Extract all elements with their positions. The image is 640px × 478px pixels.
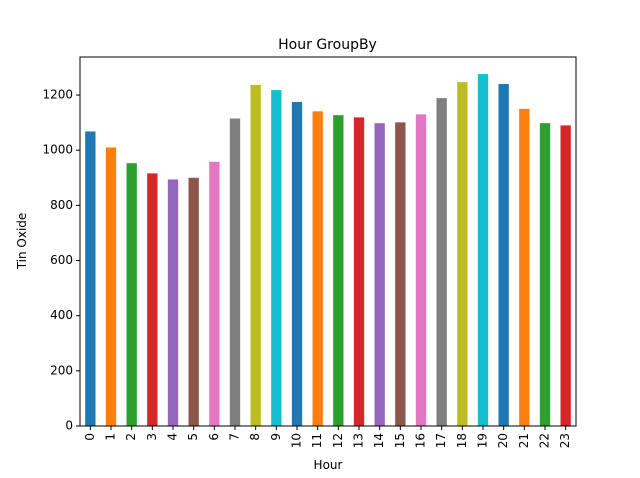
bar-hour-16: [415, 114, 427, 427]
bar-hour-21: [519, 108, 530, 426]
y-tick-label: 0: [65, 419, 73, 433]
y-tick-label: 1000: [42, 143, 73, 157]
x-tick-label: 4: [166, 433, 180, 441]
x-tick-label: 19: [476, 433, 490, 448]
x-axis-label: Hour: [314, 458, 343, 472]
x-tick-label: 11: [310, 433, 324, 448]
bar-hour-13: [353, 117, 365, 427]
bar-hour-12: [333, 115, 344, 426]
y-axis: 0 200 400 600 800 1000 1200: [42, 88, 80, 433]
x-tick-label: 12: [331, 433, 345, 448]
bar-hour-3: [147, 173, 158, 426]
y-tick-label: 400: [50, 308, 73, 322]
x-tick-label: 7: [228, 433, 242, 441]
bar-hour-7: [229, 118, 241, 426]
bar-hour-23: [560, 125, 571, 426]
x-tick-label: 23: [558, 433, 572, 448]
y-tick-label: 200: [50, 363, 73, 377]
x-tick-label: 21: [517, 433, 531, 448]
bar-hour-6: [209, 161, 220, 426]
bar-hour-22: [539, 123, 551, 426]
x-tick-label: 3: [145, 433, 159, 441]
x-tick-label: 5: [186, 433, 200, 441]
plot-frame: [79, 56, 577, 427]
bar-hour-0: [85, 131, 96, 426]
x-tick-label: 17: [434, 433, 448, 448]
bar-hour-15: [395, 122, 406, 426]
bar-hour-18: [457, 82, 468, 427]
x-tick-label: 22: [538, 433, 552, 448]
y-tick-label: 600: [50, 253, 73, 267]
x-tick-label: 20: [496, 433, 510, 448]
x-tick-label: 9: [269, 433, 283, 441]
x-tick-label: 18: [455, 433, 469, 448]
bar-hour-5: [188, 177, 199, 426]
bar-hour-11: [312, 111, 323, 427]
x-tick-label: 14: [372, 433, 386, 448]
x-tick-label: 10: [290, 433, 304, 448]
bar-hour-19: [477, 74, 489, 426]
bar-hour-10: [291, 101, 303, 426]
x-tick-label: 8: [248, 433, 262, 441]
bar-hour-4: [167, 179, 179, 426]
bar-hour-17: [436, 98, 447, 427]
y-tick-label: 1200: [42, 88, 73, 102]
bar-hour-1: [105, 147, 117, 426]
x-tick-label: 1: [104, 433, 118, 441]
x-tick-label: 16: [414, 433, 428, 448]
x-tick-label: 0: [83, 433, 97, 441]
x-tick-label: 6: [207, 433, 221, 441]
bar-hour-20: [498, 84, 509, 426]
chart-title: Hour GroupBy: [278, 37, 377, 53]
bar-hour-2: [126, 163, 137, 426]
y-axis-label: Tin Oxide: [15, 213, 29, 271]
bar-hour-14: [374, 123, 385, 426]
x-axis: 0 1 2 3 4 5 6 7 8 9 10 11 12 13 14 15 16 17 18 19 20 21 22 23: [83, 426, 572, 448]
bars-layer: [85, 74, 571, 427]
x-tick-label: 15: [393, 433, 407, 448]
bar-hour-9: [271, 90, 282, 426]
x-tick-label: 2: [124, 433, 138, 441]
bar-hour-8: [250, 84, 261, 427]
y-tick-label: 800: [50, 198, 73, 212]
x-tick-label: 13: [352, 433, 366, 448]
